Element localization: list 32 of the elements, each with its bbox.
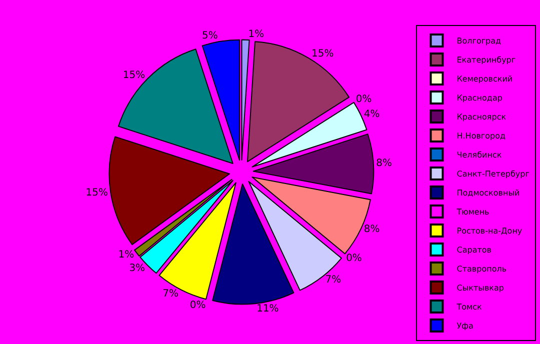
legend-label: Санкт-Петербург (456, 170, 530, 179)
text: 0% (356, 94, 372, 106)
legend-label: Н.Новгород (456, 132, 506, 141)
data-label: 8% (364, 224, 380, 235)
data-label: 15% (311, 48, 334, 60)
data-label: 7% (162, 288, 179, 300)
text: 0% (190, 300, 206, 311)
legend-label: Ставрополь (456, 264, 507, 274)
legend-label: Подмосковный (456, 188, 520, 198)
data-label: 15% (86, 187, 108, 198)
data-label: 7% (325, 274, 342, 286)
data-label: 4% (364, 109, 380, 120)
legend-label: Томск (456, 302, 482, 312)
legend-label: Сыктывкар (456, 284, 504, 293)
data-label: 1% (248, 28, 264, 40)
data-label: 11% (256, 304, 279, 315)
data-label: 8% (376, 158, 392, 170)
legend-label: Екатеринбург (456, 56, 516, 65)
legend-label: Красноярск (456, 112, 506, 122)
legend-label: Волгоград (456, 36, 502, 46)
data-label: 3% (129, 262, 146, 274)
data-label: 15% (122, 70, 146, 82)
legend-label: Ростов-на-Дону (456, 226, 522, 236)
legend-label: Уфа (456, 322, 474, 331)
data-label: 5% (202, 30, 218, 42)
legend-label: Тюмень (456, 208, 490, 217)
data-label: 1% (118, 250, 134, 261)
legend-label: Краснодар (456, 94, 502, 103)
legend-label: Челябинск (456, 150, 502, 160)
legend-label: Кемеровский (456, 74, 513, 84)
text: 0% (346, 253, 362, 264)
legend-label: Саратов (456, 246, 492, 255)
